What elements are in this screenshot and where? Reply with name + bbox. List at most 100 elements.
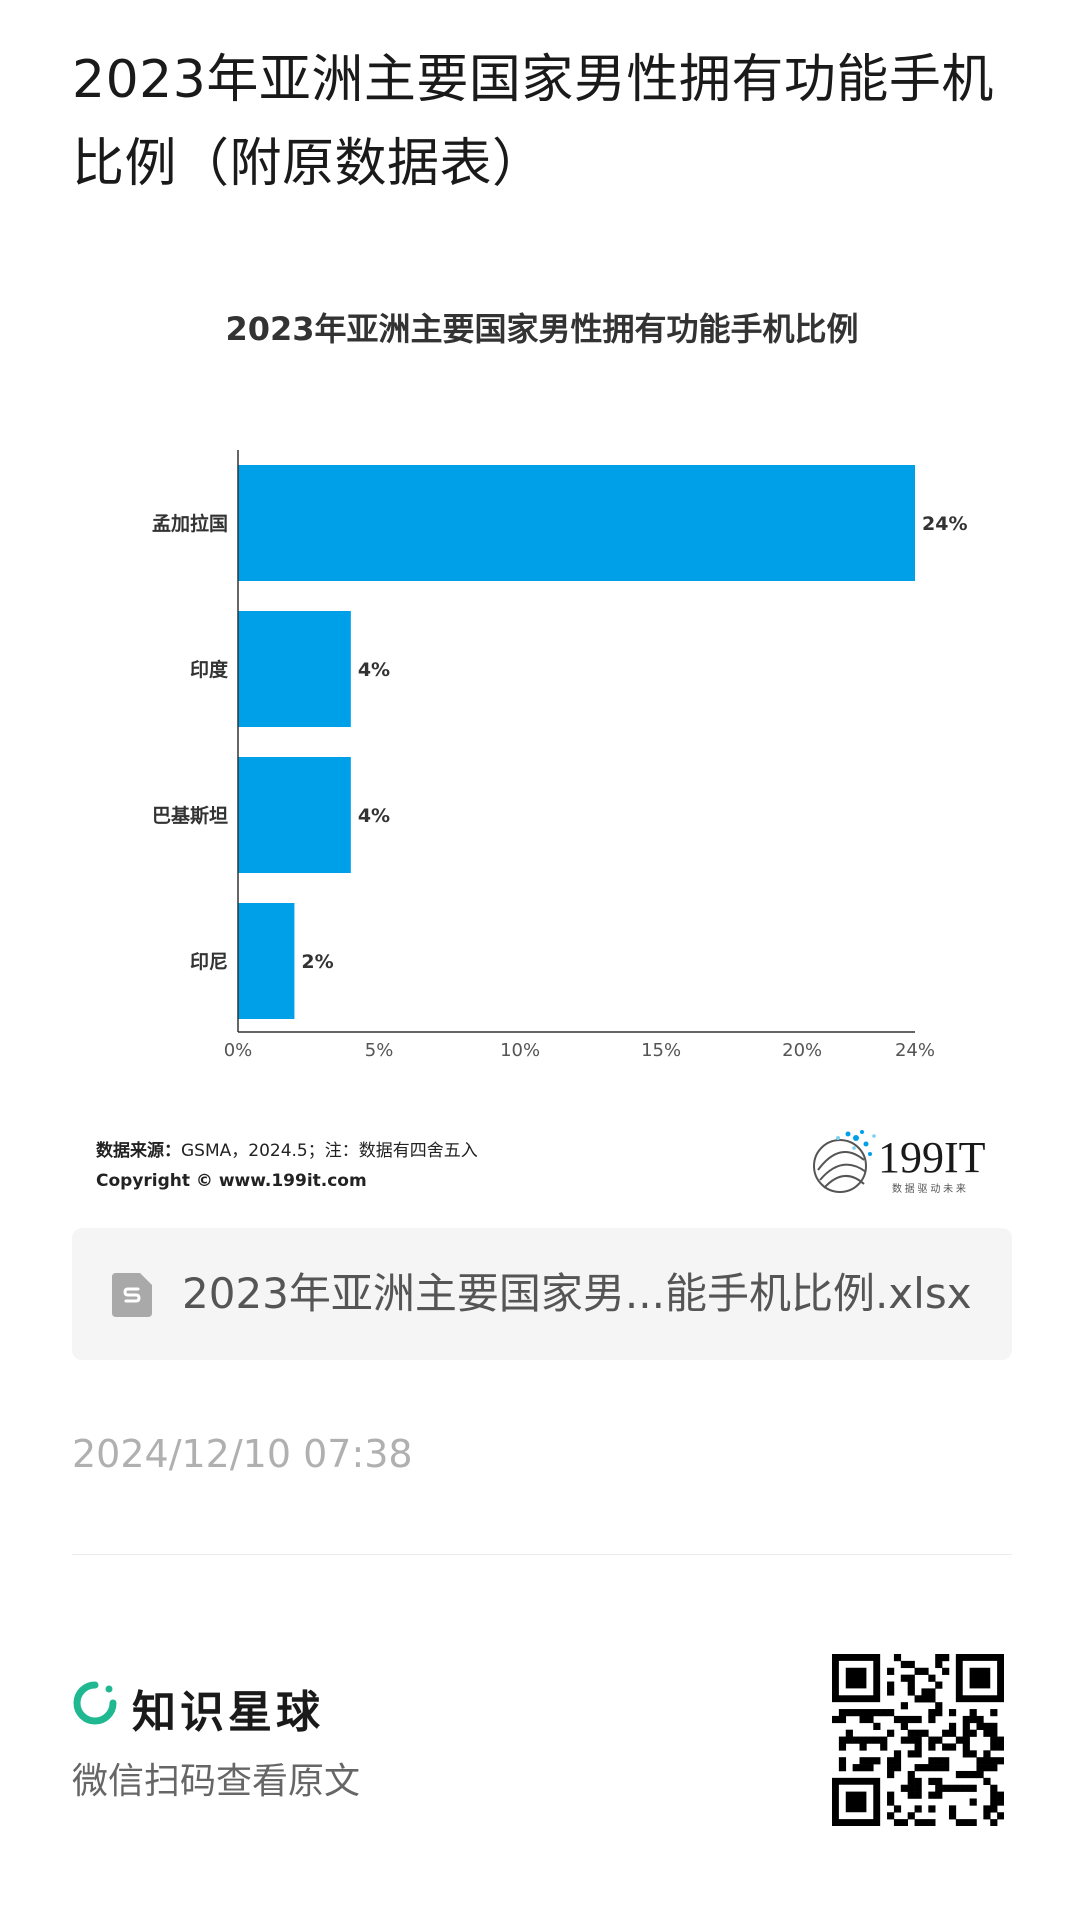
attachment-file-name[interactable]: 2023年亚洲主要国家男...能手机比例.xlsx: [182, 1269, 972, 1318]
qr-module: [852, 1709, 860, 1717]
spreadsheet-file-icon: [112, 1273, 152, 1317]
qr-module: [907, 1681, 915, 1689]
x-tick-label: 15%: [641, 1040, 681, 1061]
qr-module: [873, 1709, 881, 1717]
qr-module: [990, 1805, 998, 1813]
qr-module: [921, 1667, 929, 1675]
qr-module: [935, 1777, 943, 1786]
qr-module: [887, 1709, 895, 1717]
qr-module: [997, 1812, 1004, 1820]
qr-module: [935, 1709, 943, 1717]
chart-source: 数据来源：GSMA，2024.5；注：数据有四舍五入 Copyright © w…: [96, 1136, 478, 1196]
qr-module: [866, 1709, 874, 1717]
qr-code[interactable]: [832, 1654, 1004, 1826]
qr-module: [942, 1784, 950, 1792]
qr-module: [928, 1688, 936, 1696]
qr-module: [832, 1715, 840, 1724]
qr-module: [845, 1791, 867, 1813]
qr-module: [900, 1819, 908, 1826]
qr-module: [838, 1736, 847, 1744]
qr-module: [887, 1729, 895, 1737]
qr-module: [969, 1715, 977, 1724]
qr-module: [983, 1750, 991, 1758]
qr-module: [887, 1681, 895, 1689]
qr-module: [990, 1798, 998, 1806]
qr-module: [983, 1805, 991, 1813]
qr-module: [845, 1729, 853, 1737]
data-label: 24%: [922, 513, 967, 535]
qr-module: [948, 1722, 957, 1730]
qr-module: [928, 1674, 936, 1682]
qr-module: [990, 1757, 998, 1765]
qr-module: [942, 1729, 950, 1737]
category-label: 印尼: [190, 951, 228, 973]
qr-module: [935, 1736, 943, 1744]
qr-module: [969, 1819, 977, 1826]
qr-module: [962, 1819, 970, 1826]
qr-module: [921, 1695, 929, 1703]
data-label: 4%: [358, 659, 390, 681]
qr-module: [907, 1736, 915, 1744]
qr-module: [900, 1722, 908, 1730]
chart-card: 孟加拉国 24% 印度 4% 巴基斯坦 4% 印尼 2% 0% 5% 10% 15% 20% 24% 20…: [72, 290, 1012, 1210]
brand-name: 199IT: [878, 1133, 986, 1182]
qr-module: [845, 1667, 867, 1689]
qr-module: [921, 1688, 929, 1696]
qr-module: [955, 1736, 964, 1744]
x-tick-label: 0%: [224, 1040, 253, 1061]
qr-module: [962, 1722, 970, 1730]
data-label: 4%: [358, 805, 390, 827]
chart-title: 2023年亚洲主要国家男性拥有功能手机比例: [225, 310, 859, 348]
qr-module: [852, 1736, 860, 1744]
qr-module: [983, 1757, 991, 1765]
svg-text:199IT: 199IT: [878, 1133, 986, 1182]
qr-module: [928, 1819, 936, 1826]
qr-module: [935, 1702, 943, 1710]
qr-module: [997, 1798, 1004, 1806]
qr-module: [997, 1743, 1004, 1751]
qr-module: [907, 1750, 915, 1758]
qr-module: [859, 1736, 867, 1744]
qr-module: [928, 1757, 936, 1765]
qr-module: [907, 1729, 915, 1737]
qr-module: [935, 1681, 943, 1689]
qr-module: [990, 1736, 998, 1744]
qr-module: [948, 1784, 957, 1792]
qr-module: [873, 1757, 881, 1765]
qr-module: [859, 1709, 867, 1717]
qr-module: [935, 1764, 943, 1772]
qr-module: [914, 1715, 922, 1724]
qr-module: [907, 1777, 915, 1786]
qr-module: [921, 1729, 929, 1737]
qr-module: [962, 1770, 970, 1779]
qr-module: [976, 1715, 984, 1724]
copyright-text: Copyright © www.199it.com: [96, 1171, 367, 1191]
qr-module: [942, 1654, 950, 1662]
qr-module: [914, 1791, 922, 1799]
qr-module: [859, 1743, 867, 1751]
qr-module: [928, 1791, 936, 1799]
qr-module: [983, 1764, 991, 1772]
qr-module: [880, 1736, 888, 1744]
x-tick-label: 20%: [782, 1040, 822, 1061]
qr-module: [914, 1695, 922, 1703]
qr-module: [935, 1757, 943, 1765]
qr-module: [928, 1805, 936, 1813]
qr-module: [893, 1715, 902, 1724]
qr-module: [880, 1709, 888, 1717]
data-label: 2%: [301, 951, 333, 973]
qr-module: [976, 1764, 984, 1772]
qr-module: [907, 1812, 915, 1820]
qr-module: [969, 1798, 977, 1806]
bar-3: [238, 903, 295, 1019]
post-timestamp: 2024/12/10 07:38: [72, 1432, 413, 1476]
attachment-file-card[interactable]: 2023年亚洲主要国家男...能手机比例.xlsx: [72, 1228, 1012, 1360]
qr-module: [928, 1743, 936, 1751]
qr-module: [893, 1757, 902, 1765]
qr-module: [907, 1770, 915, 1779]
qr-module: [990, 1743, 998, 1751]
qr-module: [990, 1709, 998, 1717]
qr-module: [914, 1743, 922, 1751]
qr-module: [997, 1757, 1004, 1765]
category-label: 巴基斯坦: [152, 804, 228, 827]
